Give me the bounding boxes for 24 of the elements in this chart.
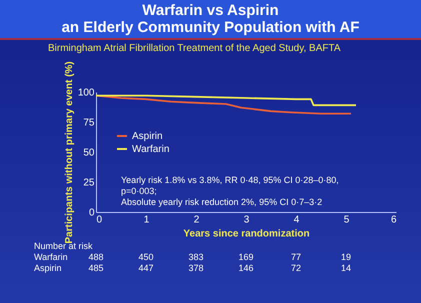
y-axis-title: Participants without primary event (%): [64, 61, 75, 244]
chart-subtitle: Birmingham Atrial Fibrillation Treatment of the Aged Study, BAFTA: [47, 42, 342, 54]
y-tick-label: 75: [83, 118, 95, 128]
x-tick-label: 0: [96, 214, 102, 226]
annotation: p=0·003;: [121, 186, 157, 196]
x-tick-label: 6: [390, 214, 397, 226]
text: Aspirin 485 447 378 146 72 14: [34, 263, 352, 273]
x-axis-title: Years since randomization: [183, 228, 310, 240]
text: Warfarin 488 450 383 169 77 19: [34, 252, 352, 262]
y-tick-label: 50: [83, 148, 95, 158]
x-tick-label: 4: [294, 214, 300, 226]
y-tick-label: 0: [88, 208, 95, 218]
y-tick-label: 25: [83, 178, 95, 188]
x-tick-label: 2: [194, 214, 200, 226]
annotation: Absolute yearly risk reduction 2%, 95% CI 0·7–3·2: [121, 197, 322, 207]
y-tick-label: 100: [78, 88, 95, 98]
chart-title: Warfarin vs Aspirin an Elderly Community Population with AF: [0, 0, 421, 40]
x-tick-label: 5: [344, 214, 350, 226]
legend-label: Warfarin: [132, 144, 170, 155]
x-tick-label: 3: [244, 214, 250, 226]
annotation: Yearly risk 1.8% vs 3.8%, RR 0·48, 95% CI 0·28–0·80,: [121, 175, 339, 185]
legend-label: Aspirin: [132, 131, 163, 142]
line-series: [95, 94, 357, 106]
x-tick-label: 1: [144, 214, 150, 226]
